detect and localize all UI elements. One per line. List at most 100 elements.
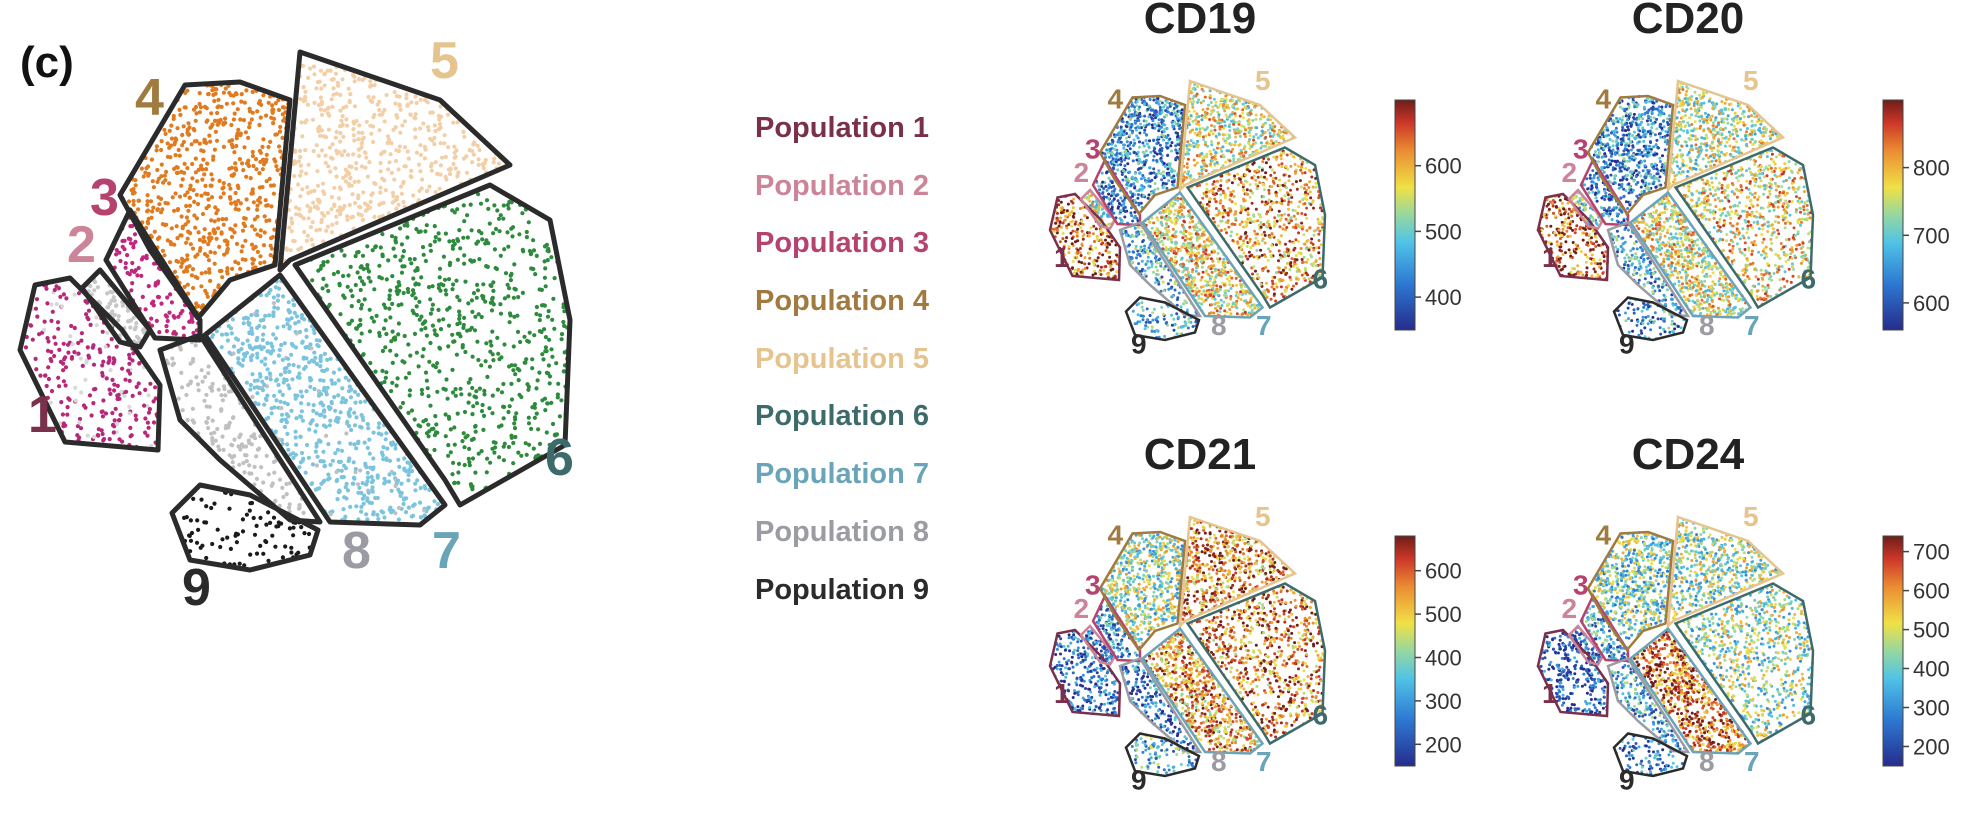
data-point	[299, 525, 304, 530]
data-point	[351, 475, 357, 480]
data-point	[315, 197, 320, 202]
data-point	[1125, 183, 1129, 187]
data-point	[1172, 174, 1176, 178]
data-point	[1191, 102, 1194, 106]
data-point	[477, 147, 482, 153]
data-point	[298, 154, 303, 160]
data-point	[275, 306, 280, 311]
data-point	[390, 360, 395, 365]
data-point	[313, 429, 318, 434]
data-point	[126, 199, 132, 204]
data-point	[267, 313, 272, 318]
data-point	[342, 203, 347, 209]
data-point	[1107, 197, 1111, 200]
data-point	[461, 203, 466, 208]
data-point	[1143, 152, 1147, 156]
data-point	[1212, 148, 1216, 152]
data-point	[423, 370, 429, 375]
data-point	[205, 191, 210, 197]
data-point	[271, 121, 276, 126]
data-point	[1087, 234, 1091, 238]
data-point	[1155, 124, 1159, 128]
data-point	[358, 400, 363, 405]
data-point	[339, 475, 344, 480]
data-point	[1238, 134, 1242, 138]
data-point	[122, 393, 127, 399]
data-point	[498, 302, 503, 307]
data-point	[1135, 189, 1139, 193]
data-point	[426, 394, 431, 399]
data-point	[1099, 215, 1103, 219]
data-point	[118, 412, 123, 417]
data-point	[78, 426, 84, 431]
data-point	[180, 132, 185, 138]
data-point	[252, 217, 257, 222]
data-point	[321, 189, 326, 194]
data-point	[211, 227, 216, 232]
data-point	[299, 169, 304, 174]
data-point	[262, 214, 267, 219]
data-point	[1162, 105, 1166, 109]
data-point	[57, 347, 62, 352]
data-point	[1120, 220, 1124, 223]
data-point	[117, 437, 122, 442]
data-point	[92, 279, 97, 284]
data-point	[178, 112, 183, 117]
data-point	[383, 318, 388, 323]
data-point	[1128, 152, 1132, 156]
data-point	[1111, 139, 1115, 143]
data-point	[280, 555, 285, 560]
data-point	[349, 183, 354, 188]
data-point	[274, 398, 279, 403]
data-point	[1270, 125, 1274, 129]
data-point	[252, 464, 257, 469]
data-point	[1136, 150, 1140, 154]
data-point	[223, 120, 228, 125]
data-point	[435, 389, 440, 394]
legend-item-1: Population 1	[755, 112, 929, 144]
data-point	[428, 248, 433, 253]
data-point	[1128, 133, 1132, 137]
data-point	[1185, 166, 1189, 169]
data-point	[144, 225, 149, 230]
data-point	[321, 378, 326, 383]
data-point	[425, 100, 430, 105]
data-point	[1151, 113, 1155, 117]
cluster-number-2: 2	[67, 216, 96, 274]
data-point	[1284, 228, 1287, 232]
data-point	[119, 389, 124, 394]
data-point	[498, 311, 504, 316]
data-point	[512, 286, 517, 291]
data-point	[492, 203, 497, 208]
data-point	[534, 304, 540, 310]
data-point	[387, 296, 392, 302]
data-point	[265, 203, 270, 208]
data-point	[1138, 145, 1141, 149]
data-point	[250, 187, 255, 192]
data-point	[453, 393, 458, 398]
data-point	[1115, 148, 1119, 152]
data-point	[446, 344, 451, 349]
data-point	[371, 465, 376, 470]
data-point	[471, 152, 476, 157]
data-point	[375, 512, 380, 518]
data-point	[1192, 141, 1195, 145]
data-point	[226, 324, 231, 329]
data-point	[438, 163, 443, 168]
data-point	[1244, 135, 1247, 138]
data-point	[501, 216, 506, 221]
data-point	[1136, 161, 1140, 165]
data-point	[1091, 273, 1095, 277]
data-point	[282, 400, 287, 405]
data-point	[225, 266, 230, 271]
data-point	[421, 121, 426, 126]
data-point	[267, 218, 272, 223]
data-point	[194, 375, 199, 380]
data-point	[456, 470, 461, 475]
data-point	[369, 131, 374, 136]
data-point	[1250, 145, 1254, 148]
data-point	[1137, 157, 1141, 161]
data-point	[68, 334, 73, 339]
data-point	[277, 389, 282, 394]
data-point	[172, 208, 177, 213]
